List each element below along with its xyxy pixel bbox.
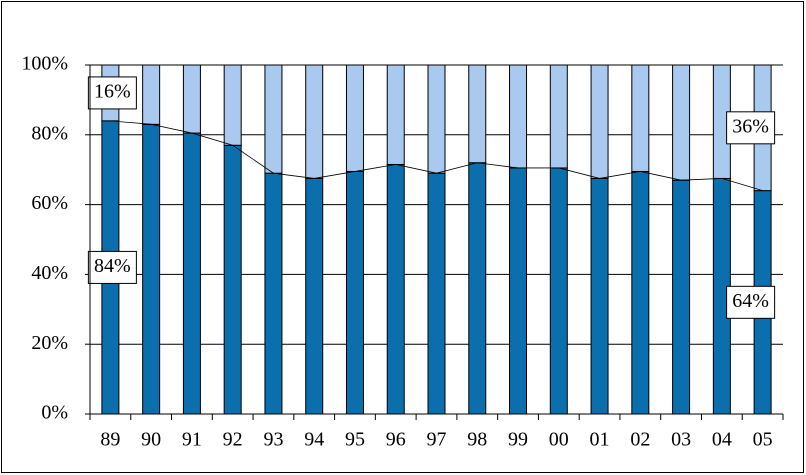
data-label-box <box>87 76 137 110</box>
y-tick-label: 60% <box>31 192 68 214</box>
x-tick-label: 97 <box>427 429 447 451</box>
bar-segment <box>142 64 161 125</box>
data-label: 36% <box>732 115 769 137</box>
x-tick-label: 02 <box>630 429 650 451</box>
x-tick-label: 93 <box>263 429 283 451</box>
data-label: 16% <box>94 81 131 103</box>
bar-segment <box>468 162 487 415</box>
bar-segment <box>264 64 283 174</box>
x-tick-label: 90 <box>141 429 161 451</box>
bar-segment <box>305 177 324 415</box>
data-label-box <box>726 285 776 319</box>
bar-segment <box>305 64 324 179</box>
bar-segment <box>345 170 364 415</box>
bar-segment <box>672 179 691 415</box>
x-tick-label: 99 <box>508 429 528 451</box>
bar-segment <box>672 64 691 181</box>
y-tick-label: 80% <box>31 122 68 144</box>
bar-segment <box>386 163 405 415</box>
bar-segment <box>549 167 568 415</box>
bar-segment <box>509 167 528 415</box>
data-label: 84% <box>94 255 131 277</box>
data-label-box <box>87 250 137 284</box>
bar-segment <box>468 64 487 164</box>
x-tick-label: 98 <box>467 429 487 451</box>
y-tick-label: 40% <box>31 262 68 284</box>
bar-segment <box>631 170 650 415</box>
bar-segment <box>509 64 528 169</box>
bar-segment <box>182 64 201 134</box>
bar-segment <box>590 177 609 415</box>
y-tick-label: 0% <box>41 402 68 424</box>
bar-segment <box>223 144 242 415</box>
bar-segment <box>386 64 405 165</box>
data-label: 64% <box>732 290 769 312</box>
x-tick-label: 05 <box>753 429 773 451</box>
y-tick-label: 20% <box>31 332 68 354</box>
bar-segment <box>590 64 609 179</box>
bar-segment <box>549 64 568 169</box>
bar-segment <box>223 64 242 146</box>
bar-segment <box>264 172 283 415</box>
bar-segment <box>631 64 650 172</box>
x-tick-label: 92 <box>223 429 243 451</box>
bar-segment <box>427 172 446 415</box>
series-line <box>110 120 763 192</box>
x-tick-label: 01 <box>590 429 610 451</box>
x-tick-label: 96 <box>386 429 406 451</box>
x-tick-label: 00 <box>549 429 569 451</box>
x-tick-label: 89 <box>100 429 120 451</box>
bar-segment <box>427 64 446 174</box>
bar-segment <box>182 132 201 415</box>
x-tick-label: 03 <box>671 429 691 451</box>
bar-segment <box>142 123 161 415</box>
x-tick-label: 94 <box>304 429 324 451</box>
data-label-box <box>726 111 776 145</box>
y-tick-label: 100% <box>21 53 68 75</box>
x-tick-label: 04 <box>712 429 732 451</box>
bar-segment <box>345 64 364 172</box>
x-tick-label: 95 <box>345 429 365 451</box>
x-tick-label: 91 <box>182 429 202 451</box>
